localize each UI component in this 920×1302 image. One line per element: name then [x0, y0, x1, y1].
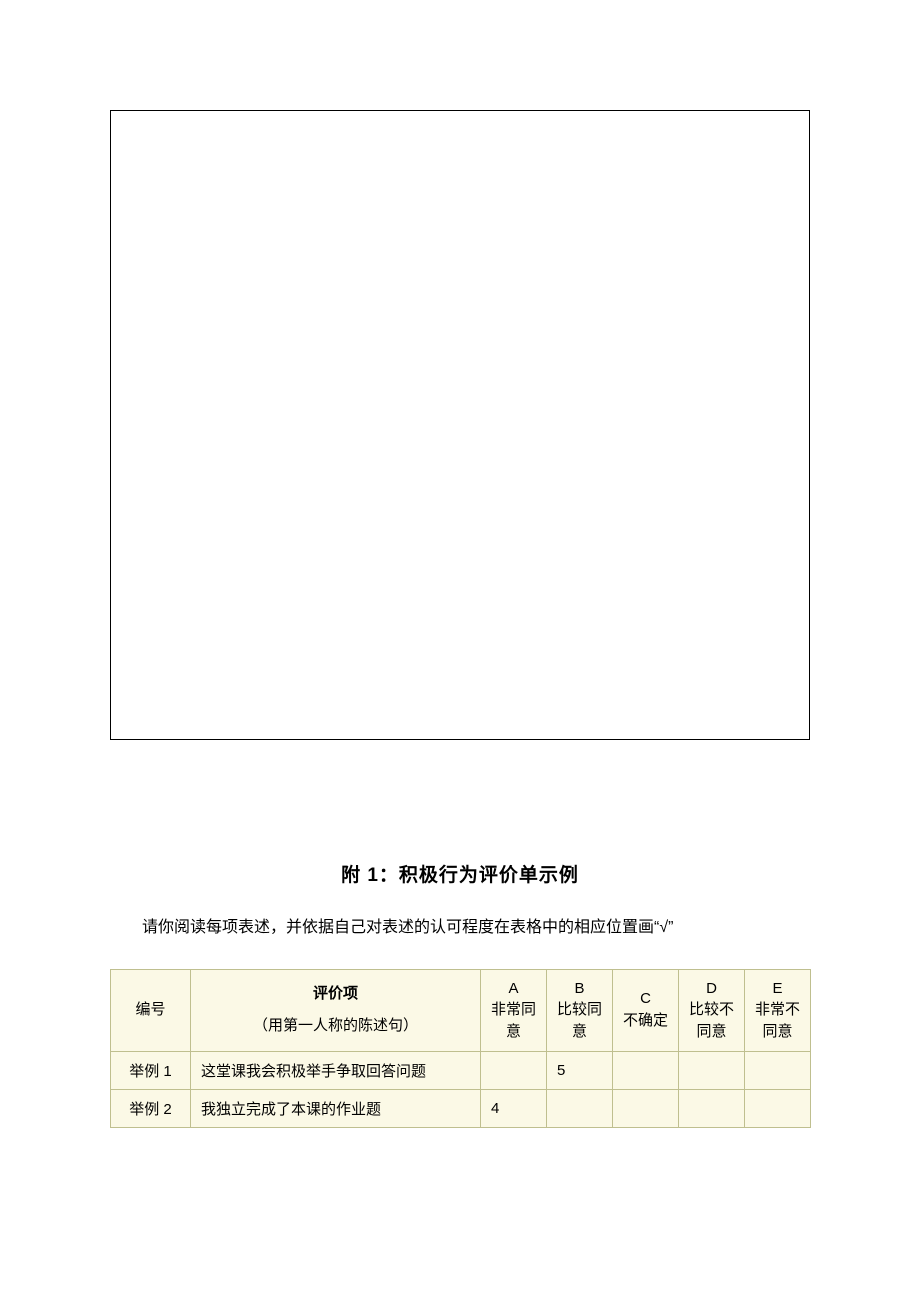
- col-header-c: C 不确定: [613, 969, 679, 1051]
- cell-b: [547, 1089, 613, 1127]
- cell-d: [679, 1051, 745, 1089]
- blank-frame-box: [110, 110, 810, 740]
- col-header-c-bottom: 不确定: [623, 1012, 668, 1029]
- cell-e: [745, 1051, 811, 1089]
- document-page: 附 1：积极行为评价单示例 请你阅读每项表述，并依据自己对表述的认可程度在表格中…: [0, 0, 920, 1188]
- col-header-a-top: A: [508, 980, 518, 997]
- cell-d: [679, 1089, 745, 1127]
- col-header-id: 编号: [111, 969, 191, 1051]
- section-title: 附 1：积极行为评价单示例: [110, 860, 810, 887]
- col-header-b-top: B: [574, 980, 584, 997]
- cell-c: [613, 1089, 679, 1127]
- col-header-item-main: 评价项: [313, 985, 358, 1002]
- cell-item: 我独立完成了本课的作业题: [191, 1089, 481, 1127]
- table-header-row: 编号 评价项 （用第一人称的陈述句） A 非常同意 B 比较同意 C 不确定: [111, 969, 811, 1051]
- evaluation-table: 编号 评价项 （用第一人称的陈述句） A 非常同意 B 比较同意 C 不确定: [110, 969, 811, 1128]
- cell-a: [481, 1051, 547, 1089]
- col-header-item-sub: （用第一人称的陈述句）: [197, 1015, 474, 1037]
- col-header-d-bottom: 比较不同意: [689, 1001, 734, 1040]
- col-header-a-bottom: 非常同意: [491, 1001, 536, 1040]
- col-header-b: B 比较同意: [547, 969, 613, 1051]
- table-row: 举例 2 我独立完成了本课的作业题 4: [111, 1089, 811, 1127]
- cell-item: 这堂课我会积极举手争取回答问题: [191, 1051, 481, 1089]
- cell-b: 5: [547, 1051, 613, 1089]
- col-header-e-top: E: [772, 980, 782, 997]
- cell-id: 举例 2: [111, 1089, 191, 1127]
- col-header-a: A 非常同意: [481, 969, 547, 1051]
- col-header-e: E 非常不同意: [745, 969, 811, 1051]
- col-header-item: 评价项 （用第一人称的陈述句）: [191, 969, 481, 1051]
- col-header-d: D 比较不同意: [679, 969, 745, 1051]
- col-header-d-top: D: [706, 980, 717, 997]
- cell-e: [745, 1089, 811, 1127]
- col-header-c-top: C: [640, 990, 651, 1007]
- cell-a: 4: [481, 1089, 547, 1127]
- cell-c: [613, 1051, 679, 1089]
- instruction-text: 请你阅读每项表述，并依据自己对表述的认可程度在表格中的相应位置画“√”: [110, 915, 810, 941]
- col-header-b-bottom: 比较同意: [557, 1001, 602, 1040]
- cell-id: 举例 1: [111, 1051, 191, 1089]
- table-row: 举例 1 这堂课我会积极举手争取回答问题 5: [111, 1051, 811, 1089]
- col-header-e-bottom: 非常不同意: [755, 1001, 800, 1040]
